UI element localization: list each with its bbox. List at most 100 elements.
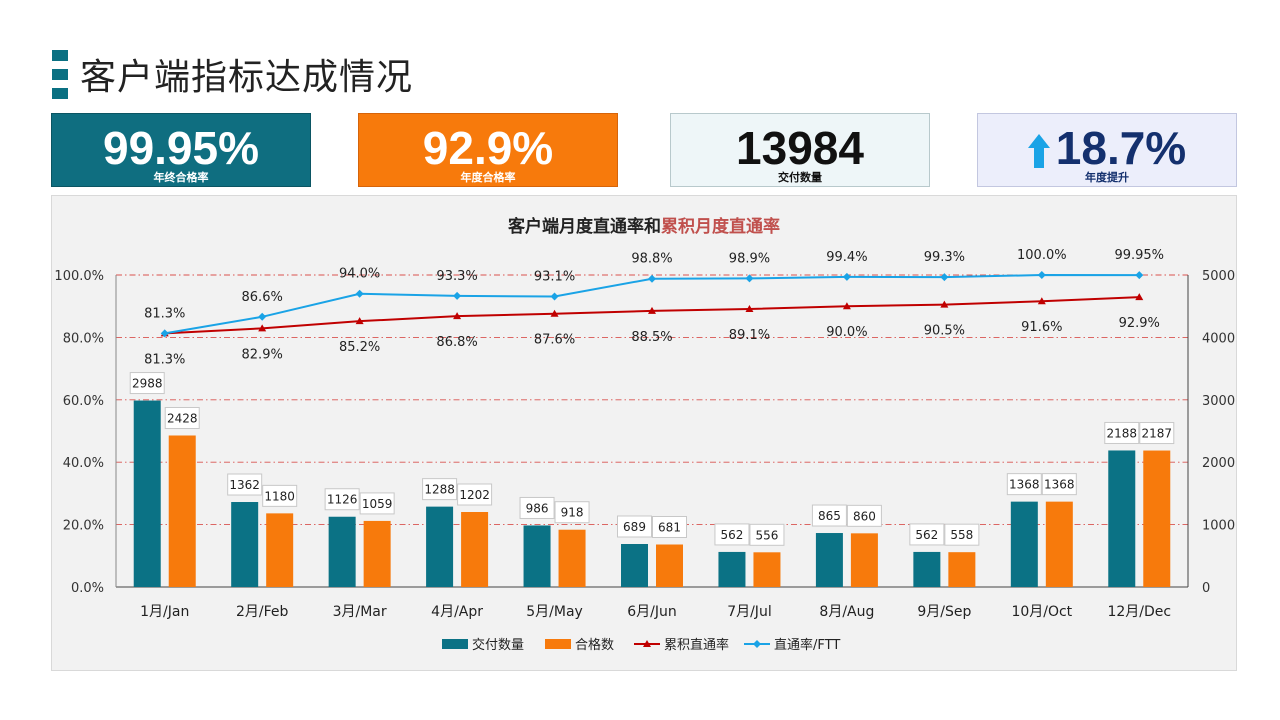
chart-title-part2: 累积月度直通率 <box>661 216 780 237</box>
bar <box>621 544 648 587</box>
data-labels: 2988 1362 1126 1288 986 689 562 865 562 1368 2188 2… <box>129 248 1175 546</box>
bar <box>815 533 843 587</box>
line-value-label: 93.1% <box>534 270 575 285</box>
legend-diamond-marker <box>753 640 761 648</box>
page-title: 客户端指标达成情况 <box>80 57 414 98</box>
bar-value-label: 2187 <box>1141 427 1172 441</box>
line-value-label: 98.8% <box>631 252 672 267</box>
bar-value-label: 918 <box>561 506 584 520</box>
triangle-marker <box>940 300 949 308</box>
line-value-label: 92.9% <box>1119 316 1160 331</box>
right-tick-label: 0 <box>1202 581 1210 596</box>
bar-value-label-box <box>749 523 785 546</box>
line-value-label: 89.1% <box>729 328 770 343</box>
line-value-label: 99.95% <box>1114 248 1164 263</box>
diamond-marker <box>648 274 656 283</box>
bar-value-label-box <box>1139 422 1175 445</box>
legend-swatch <box>545 639 571 649</box>
bar <box>656 544 683 587</box>
line-value-label: 90.0% <box>826 325 867 340</box>
x-tick-label: 6月/Jun <box>627 604 677 620</box>
bar-value-label-box <box>422 478 458 501</box>
bars <box>133 400 1171 587</box>
kpi-value: 18.7% <box>1055 122 1187 174</box>
right-tick-label: 1000 <box>1202 519 1235 534</box>
line-value-label: 98.9% <box>729 251 770 266</box>
x-tick-label: 2月/Feb <box>236 604 289 620</box>
bar-value-label-box <box>811 504 847 527</box>
bar <box>461 511 489 587</box>
bar-value-label: 1126 <box>327 493 358 507</box>
bar <box>718 551 746 587</box>
bar-value-label-box <box>129 372 165 395</box>
triangle-marker <box>842 302 851 310</box>
left-tick-label: 0.0% <box>71 581 104 596</box>
chart-title: 客户端月度直通率和累积月度直通率 <box>507 216 780 237</box>
bar <box>231 502 259 587</box>
bar-value-label: 1180 <box>264 489 295 503</box>
left-tick-label: 40.0% <box>63 456 104 471</box>
combo-chart: 客户端月度直通率和累积月度直通率 0.0% 20.0% 40.0% 60.0% 80.0… <box>54 216 1235 653</box>
bar-value-label: 2188 <box>1106 426 1137 440</box>
line-value-label: 86.6% <box>242 290 283 305</box>
bar <box>1045 501 1073 587</box>
bar <box>850 533 878 587</box>
diamond-marker <box>355 289 364 298</box>
bar-value-label-box <box>617 515 652 538</box>
diamond-marker <box>1037 271 1046 279</box>
x-tick-label: 3月/Mar <box>333 604 387 620</box>
diamond-marker <box>745 274 754 283</box>
bar <box>913 551 941 587</box>
bar-value-label: 1059 <box>362 497 393 511</box>
bar-value-label: 558 <box>950 528 973 542</box>
kpi-card-annual-pass-rate: 92.9% 年度合格率 <box>358 113 618 187</box>
line-value-label: 99.3% <box>924 250 965 265</box>
bar-value-label: 556 <box>756 528 779 542</box>
bar-value-label: 860 <box>853 509 876 523</box>
bar-value-label: 1368 <box>1044 478 1075 492</box>
x-tick-label: 4月/Apr <box>431 604 483 620</box>
bar-value-label-box <box>1006 473 1042 496</box>
series-line <box>164 296 1140 335</box>
x-tick-label: 7月/Jul <box>727 604 772 620</box>
right-tick-label: 3000 <box>1202 394 1235 409</box>
x-tick-label: 12月/Dec <box>1107 604 1171 620</box>
triangle-marker <box>745 305 754 313</box>
kpi-label: 年度合格率 <box>460 171 516 184</box>
chart-panel: 客户端月度直通率和累积月度直通率 0.0% 20.0% 40.0% 60.0% 80.0… <box>51 195 1237 671</box>
triangle-marker <box>550 309 559 317</box>
line-value-label: 85.2% <box>339 340 380 355</box>
line-value-label: 86.8% <box>436 335 477 350</box>
bar <box>266 513 294 587</box>
diamond-marker <box>842 272 851 281</box>
line-value-label: 81.3% <box>144 352 185 367</box>
bar-value-label-box <box>1104 421 1140 444</box>
chart-title-part1: 客户端月度直通率和 <box>507 216 661 237</box>
bar-value-label-box <box>324 488 360 511</box>
legend-triangle-marker <box>643 640 651 647</box>
bar-value-label-box <box>944 523 980 546</box>
diamond-marker <box>550 292 559 301</box>
axes: 0.0% 20.0% 40.0% 60.0% 80.0% 100.0% 0 1000 2000 3… <box>54 269 1235 620</box>
bar-value-label: 1288 <box>424 483 455 497</box>
bar-value-label: 2428 <box>167 411 198 425</box>
kpi-label: 年终合格率 <box>153 171 209 184</box>
legend-label: 交付数量 <box>472 637 524 653</box>
x-tick-label: 5月/May <box>526 604 583 620</box>
triangle-marker <box>453 312 462 320</box>
bar-value-label: 2988 <box>132 377 163 391</box>
bar-value-label-box <box>519 496 555 519</box>
kpi-card-annual-improvement: 18.7% 年度提升 <box>977 113 1237 187</box>
triangle-marker <box>1135 293 1144 301</box>
kpi-value: 13984 <box>736 122 864 174</box>
bar-value-label-box <box>714 523 750 546</box>
bar <box>1143 450 1171 587</box>
triangle-marker <box>355 317 364 325</box>
diamond-marker <box>940 273 949 282</box>
bar <box>948 552 976 587</box>
bar <box>523 525 551 587</box>
kpi-value: 92.9% <box>422 122 554 174</box>
bar-value-label: 681 <box>658 521 681 535</box>
bar-value-label-box <box>1041 473 1077 496</box>
bar-value-label-box <box>359 492 395 515</box>
